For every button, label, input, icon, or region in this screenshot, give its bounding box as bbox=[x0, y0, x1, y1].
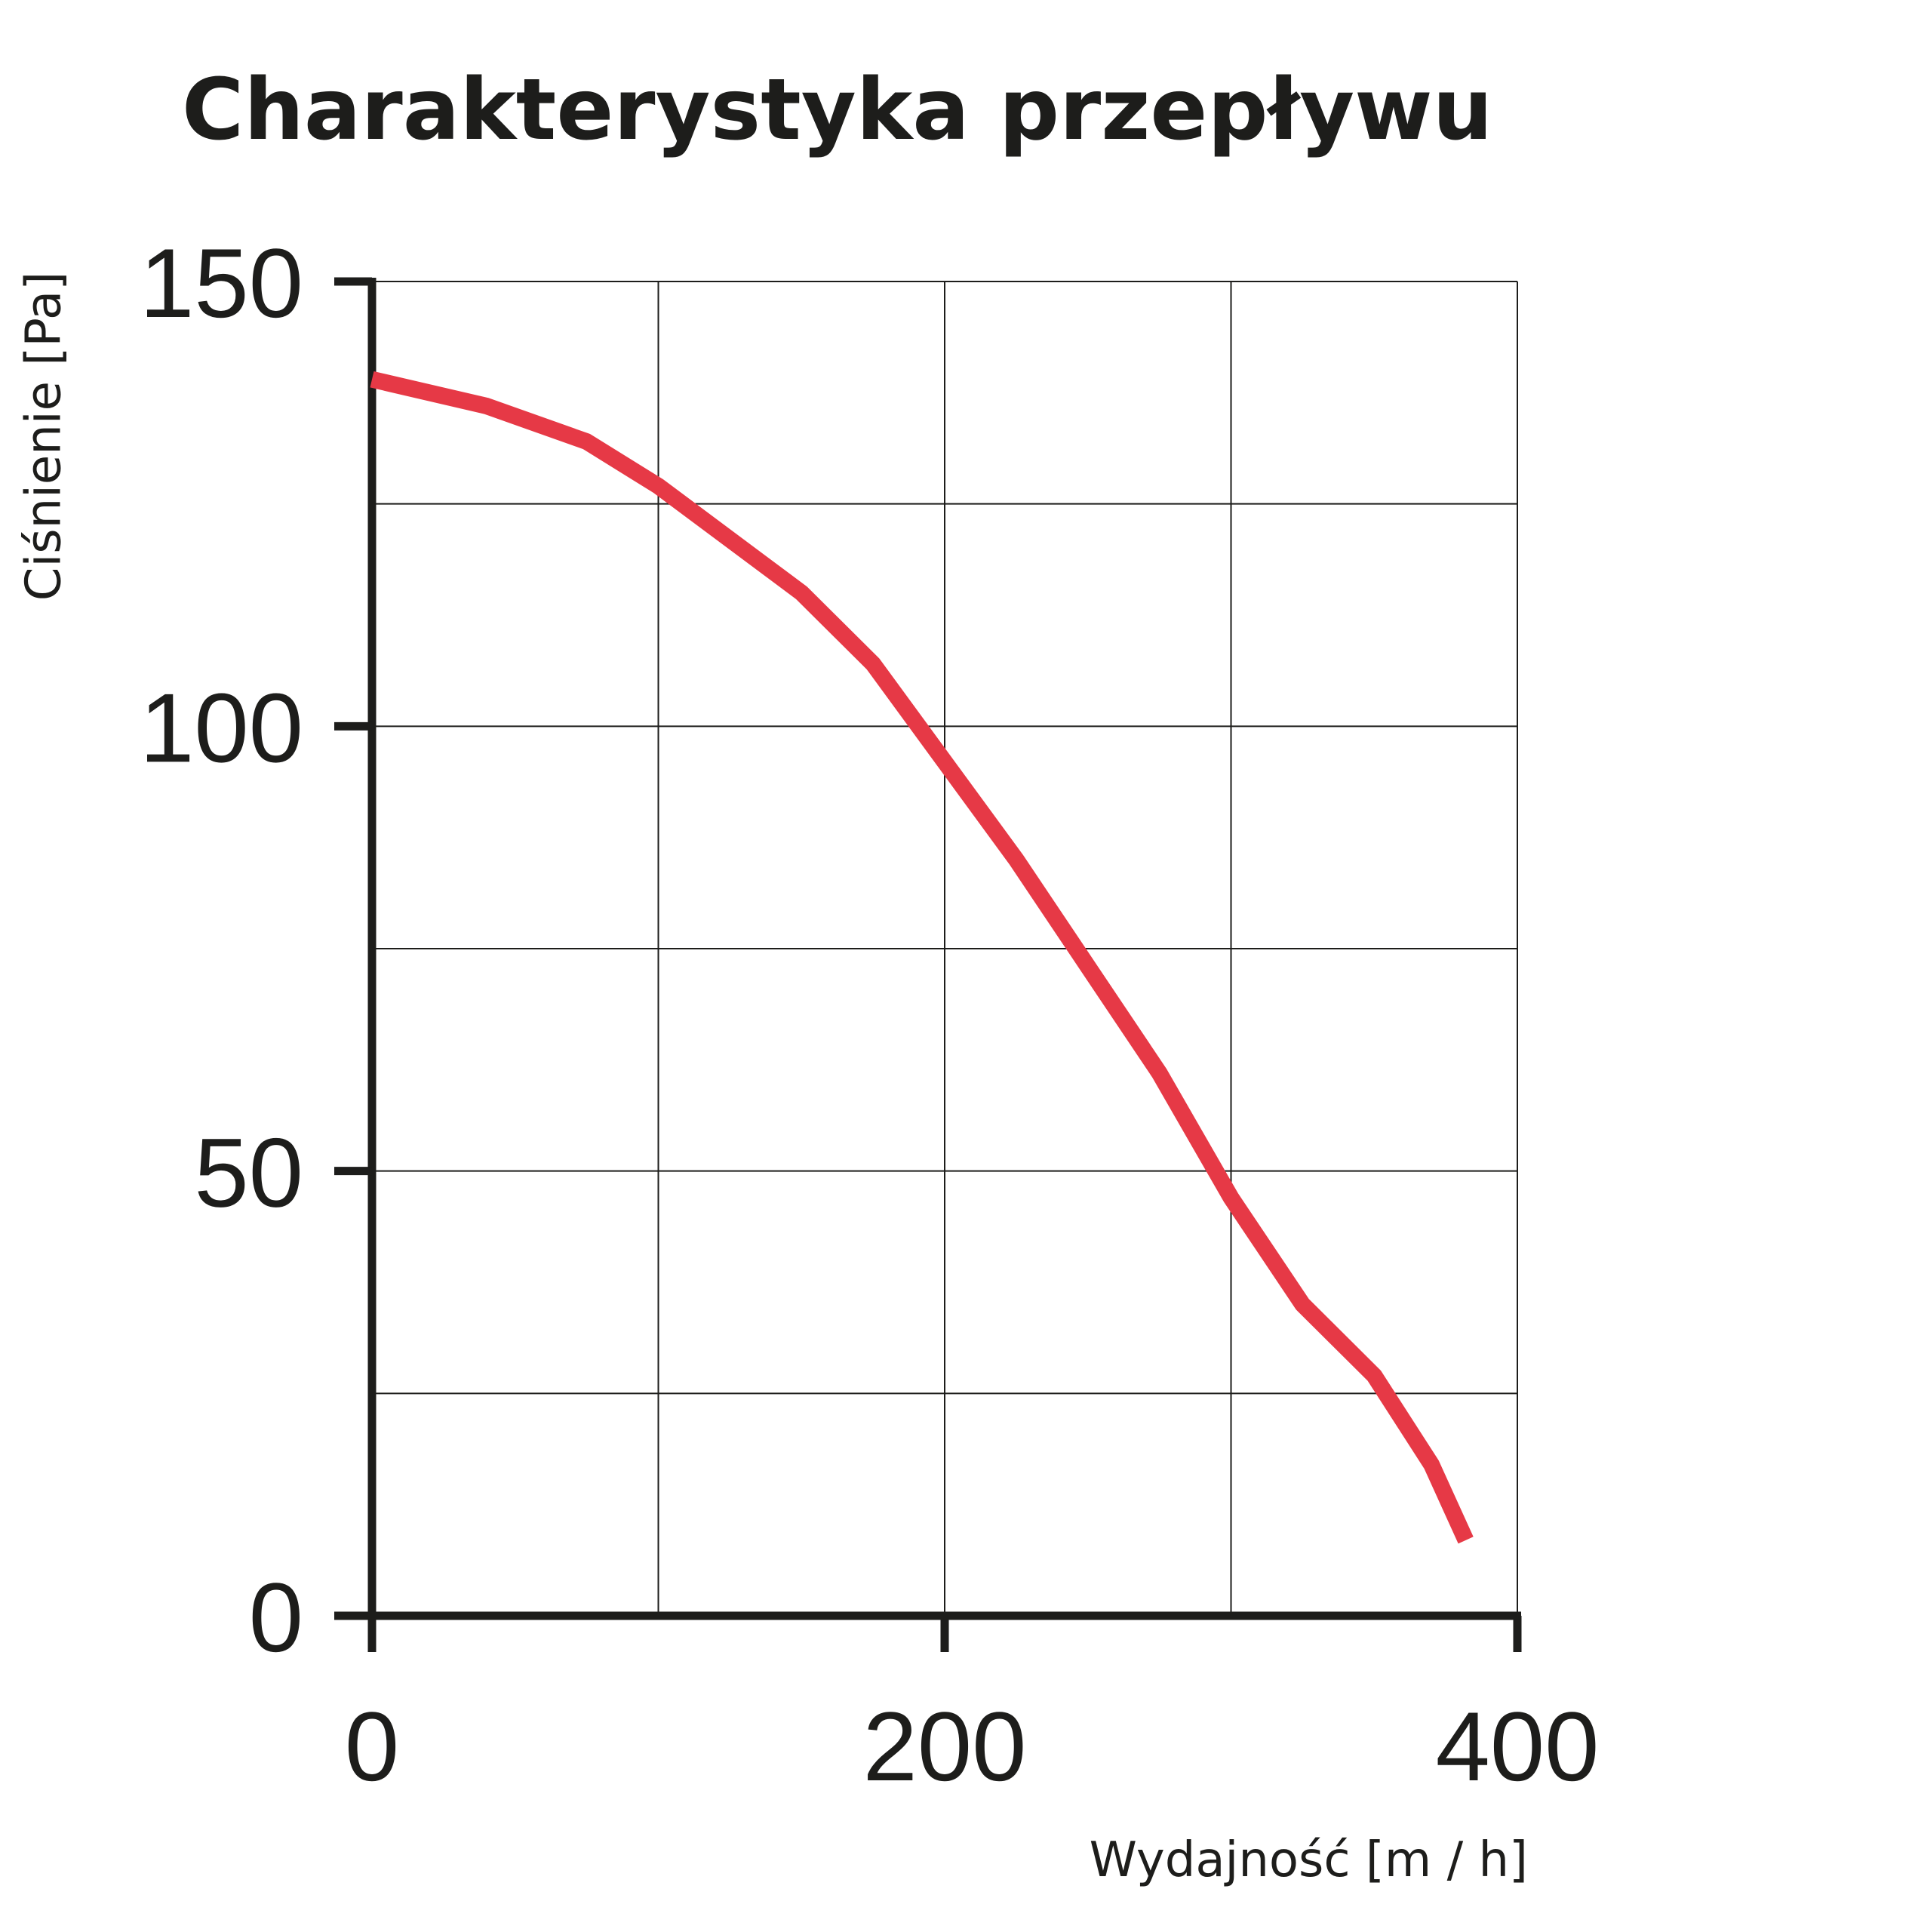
y-tick-label: 150 bbox=[140, 228, 303, 338]
y-tick-label: 100 bbox=[140, 672, 303, 783]
x-tick-label: 200 bbox=[863, 1691, 1027, 1801]
chart-title: Charakterystyka przepływu bbox=[182, 61, 1492, 159]
y-axis-label: Ciśnienie [Pa] bbox=[17, 272, 72, 601]
y-tick-label: 0 bbox=[249, 1562, 303, 1672]
data-line bbox=[370, 371, 1474, 1544]
x-tick-label: 400 bbox=[1436, 1691, 1600, 1801]
x-tick-label: 0 bbox=[345, 1691, 399, 1801]
x-axis-label: Wydajność [m / h] bbox=[1090, 1832, 1528, 1888]
y-tick-label: 50 bbox=[194, 1118, 303, 1228]
